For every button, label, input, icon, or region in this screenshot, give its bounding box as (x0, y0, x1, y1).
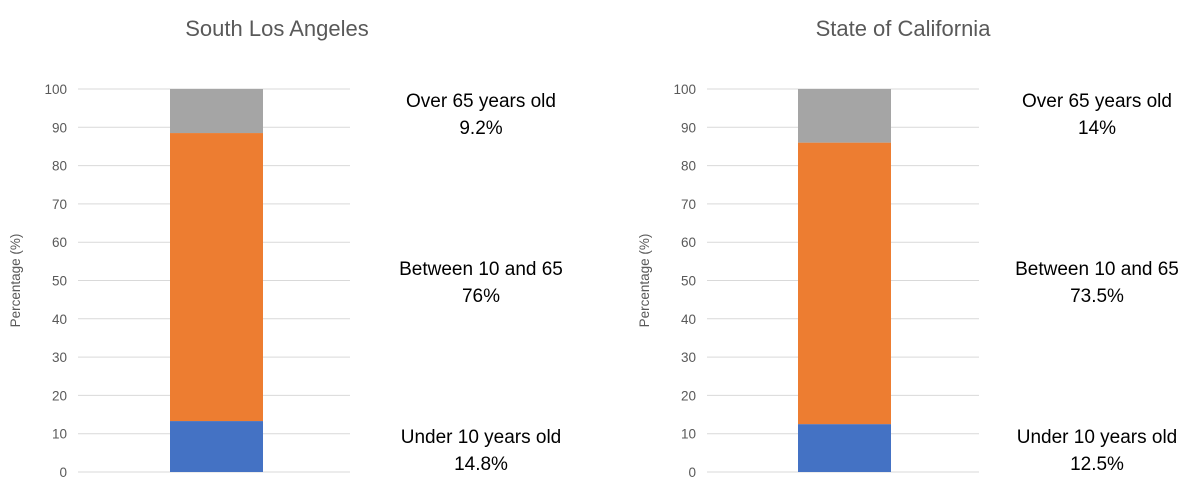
y-tick-label: 10 (681, 427, 696, 442)
y-tick-label: 100 (44, 82, 67, 97)
y-tick-label: 20 (52, 388, 67, 403)
annotation-label: Between 10 and 65 (1015, 259, 1179, 280)
annotation-value: 9.2% (459, 118, 502, 139)
y-tick-label: 70 (681, 197, 696, 212)
bar-segment-2 (170, 133, 263, 422)
y-tick-label: 50 (52, 274, 67, 289)
y-tick-label: 0 (59, 465, 67, 480)
chart-2: State of California 0 10 20 30 40 50 60 70 80 90 10… (637, 16, 1179, 480)
annotation-value: 76% (462, 286, 500, 307)
y-tick-label: 50 (681, 274, 696, 289)
annotation-value: 14% (1078, 118, 1116, 139)
annotation-label: Over 65 years old (406, 91, 556, 112)
y-tick-label: 80 (52, 159, 67, 174)
bar-segment-3 (798, 89, 891, 143)
bar-segment-2 (798, 142, 891, 425)
y-tick-label: 100 (673, 82, 696, 97)
annotation-value: 12.5% (1070, 454, 1124, 475)
y-tick-label: 10 (52, 427, 67, 442)
chart-1: South Los Angeles 0 10 20 30 40 50 60 70 80 90 100 P… (8, 16, 563, 480)
y-tick-label: 30 (52, 350, 67, 365)
y-tick-label: 40 (681, 312, 696, 327)
bar-segment-1 (798, 424, 891, 472)
y-tick-label: 60 (52, 235, 67, 250)
y-tick-label: 20 (681, 388, 696, 403)
bar-segment-3 (170, 89, 263, 134)
chart-title: South Los Angeles (185, 16, 368, 41)
y-tick-label: 40 (52, 312, 67, 327)
annotation-label: Under 10 years old (401, 427, 562, 448)
annotation-label: Under 10 years old (1017, 427, 1178, 448)
y-axis-label: Percentage (%) (637, 234, 652, 328)
bar-segment-1 (170, 421, 263, 472)
chart-title: State of California (816, 16, 992, 41)
annotation-value: 14.8% (454, 454, 508, 475)
y-axis-label: Percentage (%) (8, 234, 23, 328)
y-tick-label: 0 (688, 465, 696, 480)
y-tick-label: 90 (52, 120, 67, 135)
y-tick-label: 30 (681, 350, 696, 365)
y-tick-label: 90 (681, 120, 696, 135)
annotation-value: 73.5% (1070, 286, 1124, 307)
annotation-label: Over 65 years old (1022, 91, 1172, 112)
y-tick-label: 80 (681, 159, 696, 174)
annotation-label: Between 10 and 65 (399, 259, 563, 280)
y-tick-label: 60 (681, 235, 696, 250)
y-tick-label: 70 (52, 197, 67, 212)
